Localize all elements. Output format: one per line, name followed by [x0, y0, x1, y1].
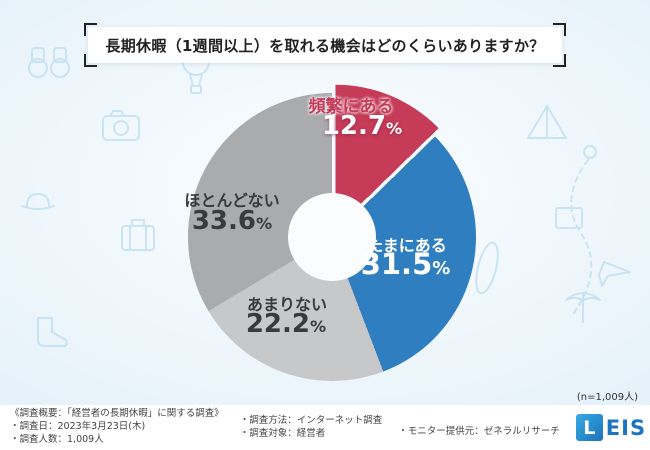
sample-size-note: (n=1,009人)	[576, 392, 638, 403]
logo-text: EIS	[605, 415, 647, 440]
survey-item-target: ・調査対象：経営者	[239, 427, 326, 439]
percent-sign: %	[432, 258, 451, 279]
corner-bracket-icon	[553, 54, 566, 67]
slice-value-frequently: 12.7%	[302, 113, 422, 139]
corner-bracket-icon	[84, 23, 97, 36]
title-box: 長期休暇（1週間以上）を取れる機会はどのくらいありますか？	[84, 23, 566, 67]
slice-label-rarely: あまりない	[246, 295, 327, 314]
survey-overview-column-1: 《調査概要：「経営者の長期休暇」に関する調査》 ・調査日：2023年3月23日(…	[10, 408, 224, 446]
percent-sign: %	[256, 214, 273, 233]
survey-item-method: ・調査方法：インターネット調査	[239, 414, 383, 426]
survey-overview-footer: 《調査概要：「経営者の長期休暇」に関する調査》 ・調査日：2023年3月23日(…	[0, 405, 650, 450]
survey-overview-header: 《調査概要：「経営者の長期休暇」に関する調査》	[10, 408, 224, 420]
survey-item-sample: ・調査人数：1,009人	[10, 433, 104, 445]
survey-item-monitor: ・モニター提供元：ゼネラルリサーチ	[398, 426, 560, 438]
survey-question-title: 長期休暇（1週間以上）を取れる機会はどのくらいありますか？	[105, 36, 545, 55]
percent-sign: %	[386, 119, 403, 138]
donut-chart	[188, 84, 480, 381]
survey-item-date: ・調査日：2023年3月23日(木)	[10, 421, 146, 433]
survey-overview-column-3: ・モニター提供元：ゼネラルリサーチ	[398, 416, 560, 439]
survey-overview-column-2: ・調査方法：インターネット調査 ・調査対象：経営者	[240, 415, 383, 441]
leis-logo: L EIS	[575, 414, 647, 441]
slice-label-almost-never: ほとんどない	[184, 191, 280, 210]
slice-value-number: 31.5	[360, 247, 433, 281]
percent-sign: %	[310, 317, 327, 336]
slice-value-number: 12.7	[321, 111, 386, 141]
slice-value-almost-never: 33.6%	[172, 208, 292, 234]
slice-value-rarely: 22.2%	[226, 311, 346, 337]
slice-value-number: 22.2	[245, 309, 310, 339]
logo-mark: L	[575, 414, 603, 441]
slice-label-frequently: 頻繁にある	[308, 97, 394, 117]
slice-value-sometimes: 31.5%	[343, 250, 468, 279]
slice-value-number: 33.6	[191, 206, 256, 236]
donut-hole	[288, 193, 376, 281]
corner-bracket-icon	[84, 54, 97, 67]
slice-label-sometimes: たまにある	[367, 236, 447, 255]
corner-bracket-icon	[553, 23, 566, 36]
